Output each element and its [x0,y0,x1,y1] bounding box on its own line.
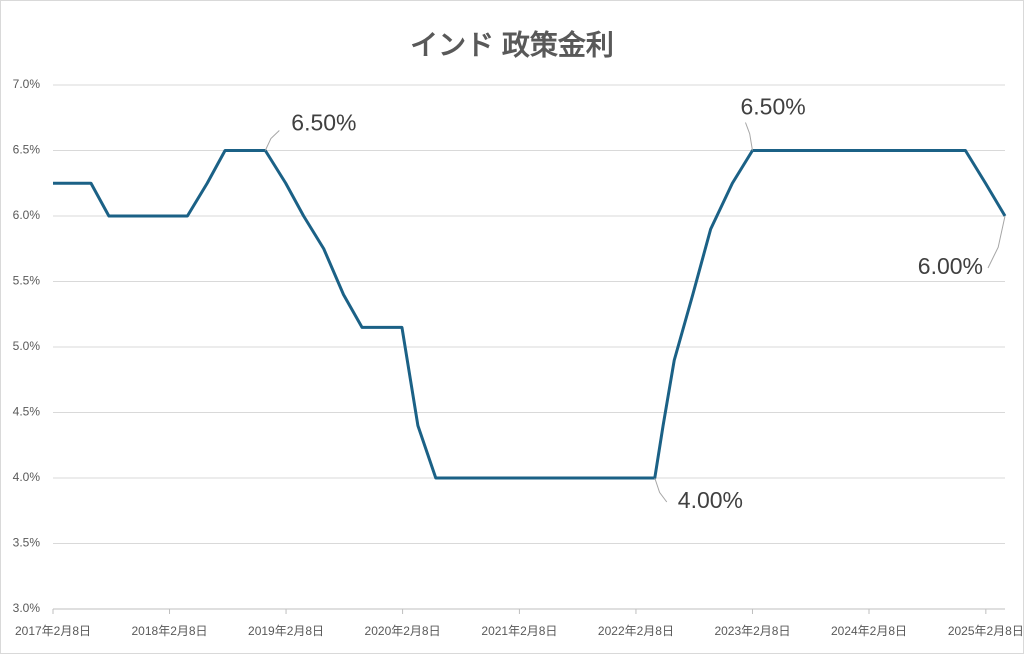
y-tick-label: 6.5% [13,143,41,157]
x-tick-label: 2023年2月8日 [714,624,790,638]
leader-line [654,477,668,503]
data-label: 6.50% [740,94,805,120]
x-tick-label: 2021年2月8日 [481,624,557,638]
y-tick-label: 6.0% [13,208,41,222]
line-series [53,149,1007,480]
x-tick-label: 2024年2月8日 [831,624,907,638]
y-tick-label: 7.0% [13,77,41,91]
y-tick-label: 4.0% [13,470,41,484]
data-label: 6.50% [291,110,356,136]
x-tick-label: 2022年2月8日 [598,624,674,638]
y-tick-label: 3.5% [13,536,41,550]
x-tick-label: 2017年2月8日 [15,624,91,638]
leader-line [987,215,1006,269]
x-tick-label: 2020年2月8日 [365,624,441,638]
y-tick-label: 4.5% [13,405,41,419]
data-label: 4.00% [678,487,743,513]
y-tick-label: 5.0% [13,339,41,353]
y-tick-label: 3.0% [13,601,41,615]
x-tick-label: 2025年2月8日 [948,624,1024,638]
leader-line [745,122,753,151]
data-label: 6.00% [918,253,983,279]
chart-title: インド 政策金利 [410,28,614,60]
x-tick-label: 2018年2月8日 [132,624,208,638]
leader-line [264,130,280,151]
x-tick-label: 2019年2月8日 [248,624,324,638]
y-tick-label: 5.5% [13,274,41,288]
